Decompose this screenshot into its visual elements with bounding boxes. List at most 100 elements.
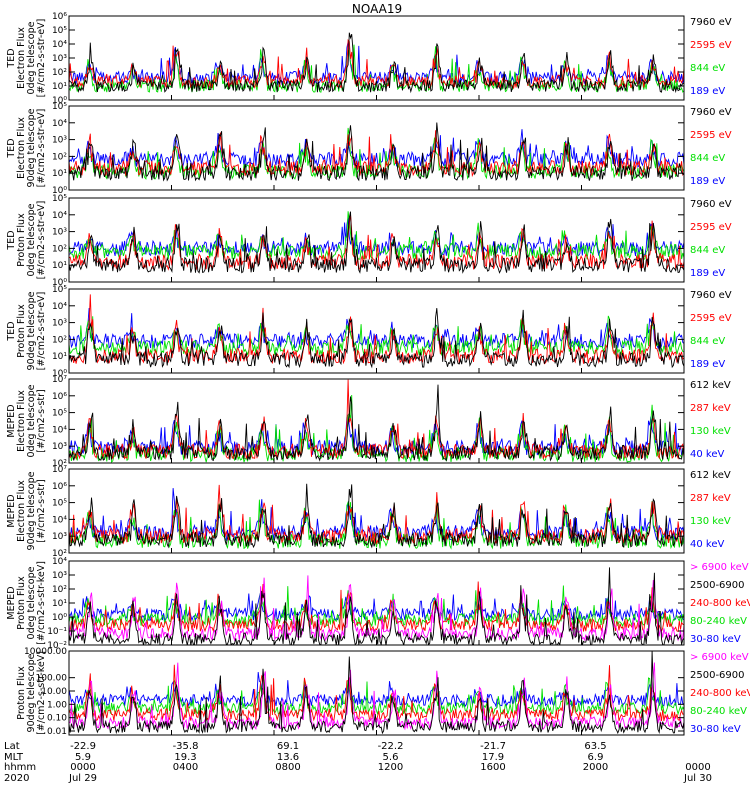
legend-entry: 844 eV — [690, 153, 725, 164]
series-line-612-kev — [69, 483, 684, 549]
panel-1: 10⁰ 10¹ 10² 10³ 10⁴ 10⁵ 10⁶ TED Electron Flux 0de… — [6, 12, 732, 106]
x-tick-label-lat: 63.5 — [584, 741, 606, 752]
y-axis-label-line: [#/cm2-s-str] — [36, 479, 47, 542]
legend-entry: 612 keV — [690, 380, 731, 391]
legend-entry: 189 eV — [690, 176, 725, 187]
y-axis-label-line: [#/cm2-s-str-keV] — [36, 651, 47, 735]
legend-entry: 189 eV — [690, 86, 725, 97]
y-tick-label: 10⁵ — [52, 285, 67, 295]
y-tick-label: 10⁻² — [47, 641, 67, 651]
legend-entry: 240-800 keV — [690, 598, 750, 609]
series-line-30-80-kev — [69, 671, 684, 709]
legend-entry: 612 keV — [690, 470, 731, 481]
y-tick-label: 10⁷ — [52, 465, 67, 475]
x-tick-label-lat: -35.8 — [173, 741, 199, 752]
panel-8-traces — [69, 651, 684, 735]
x-axis-row-label: 2020 — [4, 773, 29, 784]
y-axis-label-line: Electron Flux — [16, 27, 27, 89]
legend-entry: 2500-6900 — [690, 670, 745, 681]
x-tick-label-date: Jul 29 — [68, 773, 97, 784]
y-axis-label-line: Electron Flux — [16, 480, 27, 542]
y-tick-label: 10³ — [52, 532, 67, 542]
x-tick-label-hhmm: 0800 — [275, 762, 300, 773]
panel-6: 10² 10³ 10⁴ 10⁵ 10⁶ 10⁷ MEPED Electron Flux 90de… — [6, 465, 731, 559]
y-tick-label: 10² — [52, 549, 67, 559]
y-axis-label-line: [#/cm2-s-str-eV] — [36, 109, 47, 188]
legend-entry: 80-240 keV — [690, 616, 747, 627]
x-tick-label-date: Jul 30 — [683, 773, 712, 784]
y-tick-label: 10⁵ — [52, 499, 67, 509]
legend-entry: 7960 eV — [690, 17, 732, 28]
y-axis-label-line: Electron Flux — [16, 117, 27, 179]
y-axis-label-line: 90deg telescope — [26, 653, 37, 732]
legend-entry: 189 eV — [690, 359, 725, 370]
legend-entry: > 6900 keV — [690, 562, 749, 573]
legend-entry: 30-80 keV — [690, 634, 741, 645]
y-axis-label-line: [#/cm2-s-str] — [36, 389, 47, 452]
y-tick-label: 10¹ — [52, 599, 67, 609]
x-tick-label-mlt: 13.6 — [277, 752, 299, 763]
x-tick-label-mlt: 5.6 — [383, 752, 399, 763]
series-line-287-kev — [69, 379, 684, 461]
x-tick-label-hhmm: 1200 — [378, 762, 403, 773]
series-line-240-800-kev — [69, 664, 684, 723]
series-line-2595-ev — [69, 214, 684, 271]
y-tick-label: 10⁰ — [52, 369, 67, 379]
y-axis-label-line: MEPED — [6, 404, 17, 437]
y-axis-label-line: Electron Flux — [16, 390, 27, 452]
legend-entry: 7960 eV — [690, 107, 732, 118]
panel-frame — [68, 197, 685, 283]
y-axis-label-line: TED — [6, 230, 17, 250]
y-axis-label-line: Proton Flux — [16, 304, 27, 358]
y-tick-label: 10¹ — [52, 82, 67, 92]
y-tick-label: 10⁰ — [52, 613, 67, 623]
panel-5-traces — [69, 379, 684, 463]
y-tick-label: 10⁴ — [52, 211, 67, 221]
y-tick-label: 10⁷ — [52, 375, 67, 385]
y-axis-label-line: [#/cm2-s-str-keV] — [36, 561, 47, 645]
y-axis-label-line: 90deg telescope — [26, 471, 37, 550]
series-line-189-ev — [69, 307, 684, 350]
y-axis-label-line: 0deg telescope — [26, 384, 37, 457]
x-tick-label-mlt: 6.9 — [588, 752, 604, 763]
y-tick-label: 10² — [52, 585, 67, 595]
x-tick-label-hhmm: 0000 — [70, 762, 95, 773]
legend-entry: 189 eV — [690, 268, 725, 279]
y-axis-label-line: Proton Flux — [16, 576, 27, 630]
y-tick-label: 10⁴ — [52, 302, 67, 312]
y-tick-label: 0.10 — [47, 714, 67, 724]
legend-entry: 7960 eV — [690, 290, 732, 301]
y-tick-label: 10⁵ — [52, 26, 67, 36]
y-axis-label-line: MEPED — [6, 494, 17, 527]
legend-entry: 40 keV — [690, 449, 724, 460]
legend-entry: 130 keV — [690, 516, 731, 527]
y-tick-label: 10² — [52, 68, 67, 78]
panel-2: 10⁰ 10¹ 10² 10³ 10⁴ 10⁵ TED Electron Flux 90deg … — [6, 102, 732, 196]
series-line-240-800-kev — [69, 581, 684, 633]
x-axis-row-label: Lat — [4, 741, 20, 752]
y-axis-label-line: [#/cm2-s-str-eV] — [36, 292, 47, 371]
x-axis-row-label: hhmm — [4, 762, 36, 773]
panel-2-traces — [69, 122, 684, 182]
panel-4: 10⁰ 10¹ 10² 10³ 10⁴ 10⁵ TED Proton Flux 90deg te… — [6, 285, 732, 379]
y-tick-label: 10⁴ — [52, 557, 67, 567]
x-tick-label-lat: -21.7 — [480, 741, 506, 752]
y-tick-label: 10⁻¹ — [47, 627, 67, 637]
legend-entry: 130 keV — [690, 426, 731, 437]
series-line-7960-ev — [69, 308, 684, 369]
y-tick-label: 10³ — [52, 571, 67, 581]
panel-5: 10² 10³ 10⁴ 10⁵ 10⁶ 10⁷ MEPED Electron Flux 0deg… — [6, 375, 731, 469]
y-tick-label: 10¹ — [52, 169, 67, 179]
y-tick-label: 10⁰ — [52, 96, 67, 106]
x-tick-label-hhmm: 0000 — [685, 762, 710, 773]
legend-entry: 844 eV — [690, 336, 725, 347]
legend-entry: 287 keV — [690, 493, 731, 504]
series-line-2500-6900 — [69, 651, 684, 735]
y-tick-label: 10¹ — [52, 261, 67, 271]
y-axis-label-line: Proton Flux — [16, 666, 27, 720]
panel-7: 10⁻² 10⁻¹ 10⁰ 10¹ 10² 10³ 10⁴ MEPED Proton Flux 0… — [6, 557, 750, 651]
x-tick-label-mlt: 17.9 — [482, 752, 504, 763]
legend-entry: 80-240 keV — [690, 706, 747, 717]
x-tick-label-hhmm: 0400 — [173, 762, 198, 773]
